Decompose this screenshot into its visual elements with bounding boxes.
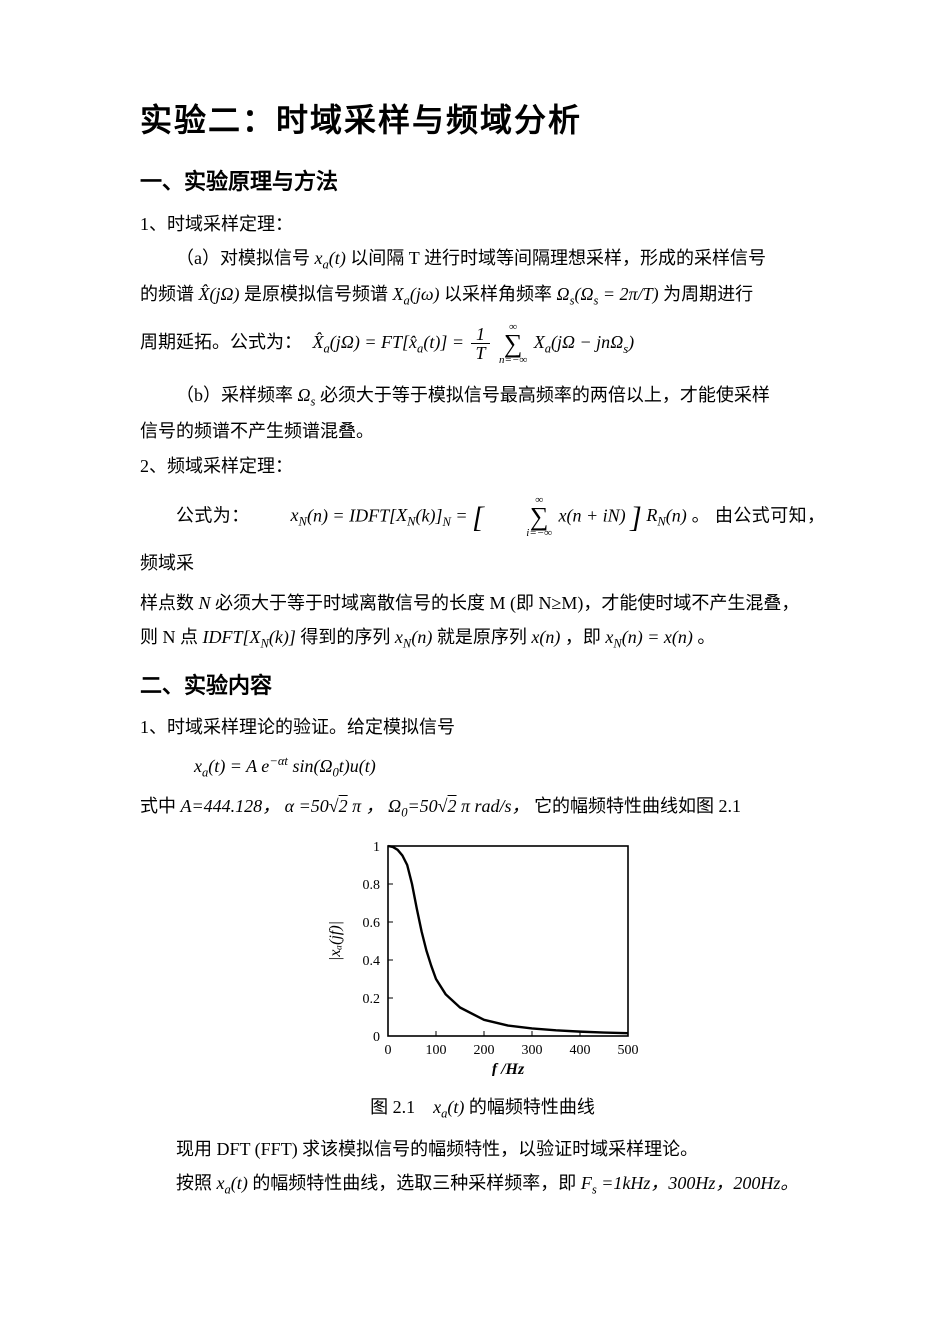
- display-formula-3: xa(t) = A e−αt sin(Ω0t)u(t): [194, 749, 825, 786]
- text: 它的幅频特性曲线如图 2.1: [534, 796, 741, 816]
- s1-a-line2: 的频谱 X̂(jΩ) 是原模拟信号频谱 Xa(jω) 以采样角频率 Ωs(Ωs …: [140, 277, 825, 314]
- svg-text:f /Hz: f /Hz: [491, 1061, 524, 1076]
- s1-item1: 1、时域采样定理：: [140, 207, 825, 241]
- s1-a-line1: （a）对模拟信号 xa(t) 以间隔 T 进行时域等间隔理想采样，形成的采样信号: [140, 241, 825, 278]
- text: 是原模拟信号频谱: [244, 284, 388, 304]
- text: ，即: [565, 627, 601, 647]
- inline-formula: xa(t): [217, 1173, 253, 1193]
- text: 周期延拓。公式为：: [140, 332, 302, 352]
- s1-formula2-line: 公式为： xN(n) = IDFT[XN(k)]N = [ ∞ ∑ i=−∞ x…: [140, 489, 825, 580]
- text: 公式为：: [176, 505, 250, 525]
- svg-text:1: 1: [373, 840, 380, 855]
- inline-formula: xa(t): [433, 1097, 464, 1117]
- text: 为周期进行: [663, 284, 753, 304]
- svg-text:0.4: 0.4: [362, 954, 380, 969]
- figure-caption: 图 2.1 xa(t) 的幅频特性曲线: [370, 1090, 595, 1127]
- inline-formula: Ω0=50√2 π rad/s，: [388, 796, 529, 816]
- inline-formula: N: [199, 593, 211, 613]
- text: 的频谱: [140, 284, 194, 304]
- inline-formula: X̂(jΩ): [199, 284, 245, 304]
- s2-p3: 按照 xa(t) 的幅频特性曲线，选取三种采样频率，即 Fs =1kHz，300…: [140, 1166, 825, 1203]
- svg-text:0: 0: [373, 1030, 380, 1045]
- text: 就是原序列: [437, 627, 527, 647]
- svg-text:0: 0: [384, 1043, 391, 1058]
- inline-formula: xN(n) = x(n): [605, 627, 697, 647]
- text: 式中: [140, 796, 176, 816]
- s1-b-line1: （b）采样频率 Ωs 必须大于等于模拟信号最高频率的两倍以上，才能使采样: [140, 378, 825, 415]
- text: 的幅频特性曲线，选取三种采样频率，即: [252, 1173, 576, 1193]
- svg-text:0.2: 0.2: [362, 992, 380, 1007]
- display-formula-1: X̂a(jΩ) = FT[x̂a(t)] = 1 T ∞ ∑ n=−∞ Xa(j…: [313, 322, 635, 366]
- s1-item2: 2、频域采样定理：: [140, 449, 825, 483]
- text: 则 N 点: [140, 627, 198, 647]
- magnitude-spectrum-chart: 0 100 200 300 400 500 0 0.2 0.4 0.6 0.8 1 f /Hz |xₐ(j…: [318, 836, 648, 1076]
- inline-formula: IDFT[XN(k)]: [203, 627, 296, 647]
- inline-formula: x(n): [531, 627, 565, 647]
- svg-text:100: 100: [425, 1043, 446, 1058]
- inline-formula: Ωs(Ωs = 2π/T): [557, 284, 664, 304]
- section-1-heading: 一、实验原理与方法: [140, 161, 825, 203]
- text: 图 2.1: [370, 1097, 415, 1117]
- svg-text:500: 500: [617, 1043, 638, 1058]
- text: （a）对模拟信号: [176, 248, 310, 268]
- s1-f-line3: 则 N 点 IDFT[XN(k)] 得到的序列 xN(n) 就是原序列 x(n)…: [140, 620, 825, 657]
- svg-text:400: 400: [569, 1043, 590, 1058]
- svg-text:0.6: 0.6: [362, 916, 380, 931]
- text: 必须大于等于模拟信号最高频率的两倍以上，才能使采样: [320, 385, 770, 405]
- inline-formula: Xa(jω): [393, 284, 445, 304]
- s2-p2: 现用 DFT (FFT) 求该模拟信号的幅频特性，以验证时域采样理论。: [140, 1132, 825, 1166]
- inline-formula: α =50√2 π ，: [285, 796, 384, 816]
- document-page: 实验二：时域采样与频域分析 一、实验原理与方法 1、时域采样定理： （a）对模拟…: [0, 0, 945, 1263]
- inline-formula: Ωs: [298, 385, 316, 405]
- display-formula-2: xN(n) = IDFT[XN(k)]N = [ ∞ ∑ i=−∞ x(n + …: [255, 489, 687, 546]
- text: （b）采样频率: [176, 385, 293, 405]
- inline-formula: xN(n): [395, 627, 437, 647]
- svg-text:200: 200: [473, 1043, 494, 1058]
- svg-text:300: 300: [521, 1043, 542, 1058]
- s1-b-line2: 信号的频谱不产生频谱混叠。: [140, 414, 825, 448]
- inline-formula: Fs =1kHz，300Hz，200Hz。: [581, 1173, 799, 1193]
- s1-f-line2: 样点数 N 必须大于等于时域离散信号的长度 M (即 N≥M)，才能使时域不产生…: [140, 586, 825, 620]
- figure-2-1: 0 100 200 300 400 500 0 0.2 0.4 0.6 0.8 1 f /Hz |xₐ(j…: [140, 836, 825, 1127]
- svg-text:0.8: 0.8: [362, 878, 380, 893]
- text: 按照: [176, 1173, 212, 1193]
- page-title: 实验二：时域采样与频域分析: [140, 90, 825, 151]
- svg-text:|xₐ(jf)|: |xₐ(jf)|: [327, 921, 344, 961]
- text: 必须大于等于时域离散信号的长度 M (即 N≥M)，才能使时域不产生混叠，: [215, 593, 799, 613]
- s2-item1: 1、时域采样理论的验证。给定模拟信号: [140, 710, 825, 744]
- s1-a-line3: 周期延拓。公式为： X̂a(jΩ) = FT[x̂a(t)] = 1 T ∞ ∑…: [140, 322, 825, 366]
- s2-params-line: 式中 A=444.128， α =50√2 π ， Ω0=50√2 π rad/…: [140, 789, 825, 826]
- text: 以间隔 T 进行时域等间隔理想采样，形成的采样信号: [350, 248, 766, 268]
- text: 得到的序列: [300, 627, 390, 647]
- text: 样点数: [140, 593, 194, 613]
- text: 的幅频特性曲线: [469, 1097, 595, 1117]
- section-2-heading: 二、实验内容: [140, 665, 825, 707]
- text: 以采样角频率: [444, 284, 552, 304]
- inline-formula: xa(t): [315, 248, 351, 268]
- inline-formula: A=444.128，: [181, 796, 281, 816]
